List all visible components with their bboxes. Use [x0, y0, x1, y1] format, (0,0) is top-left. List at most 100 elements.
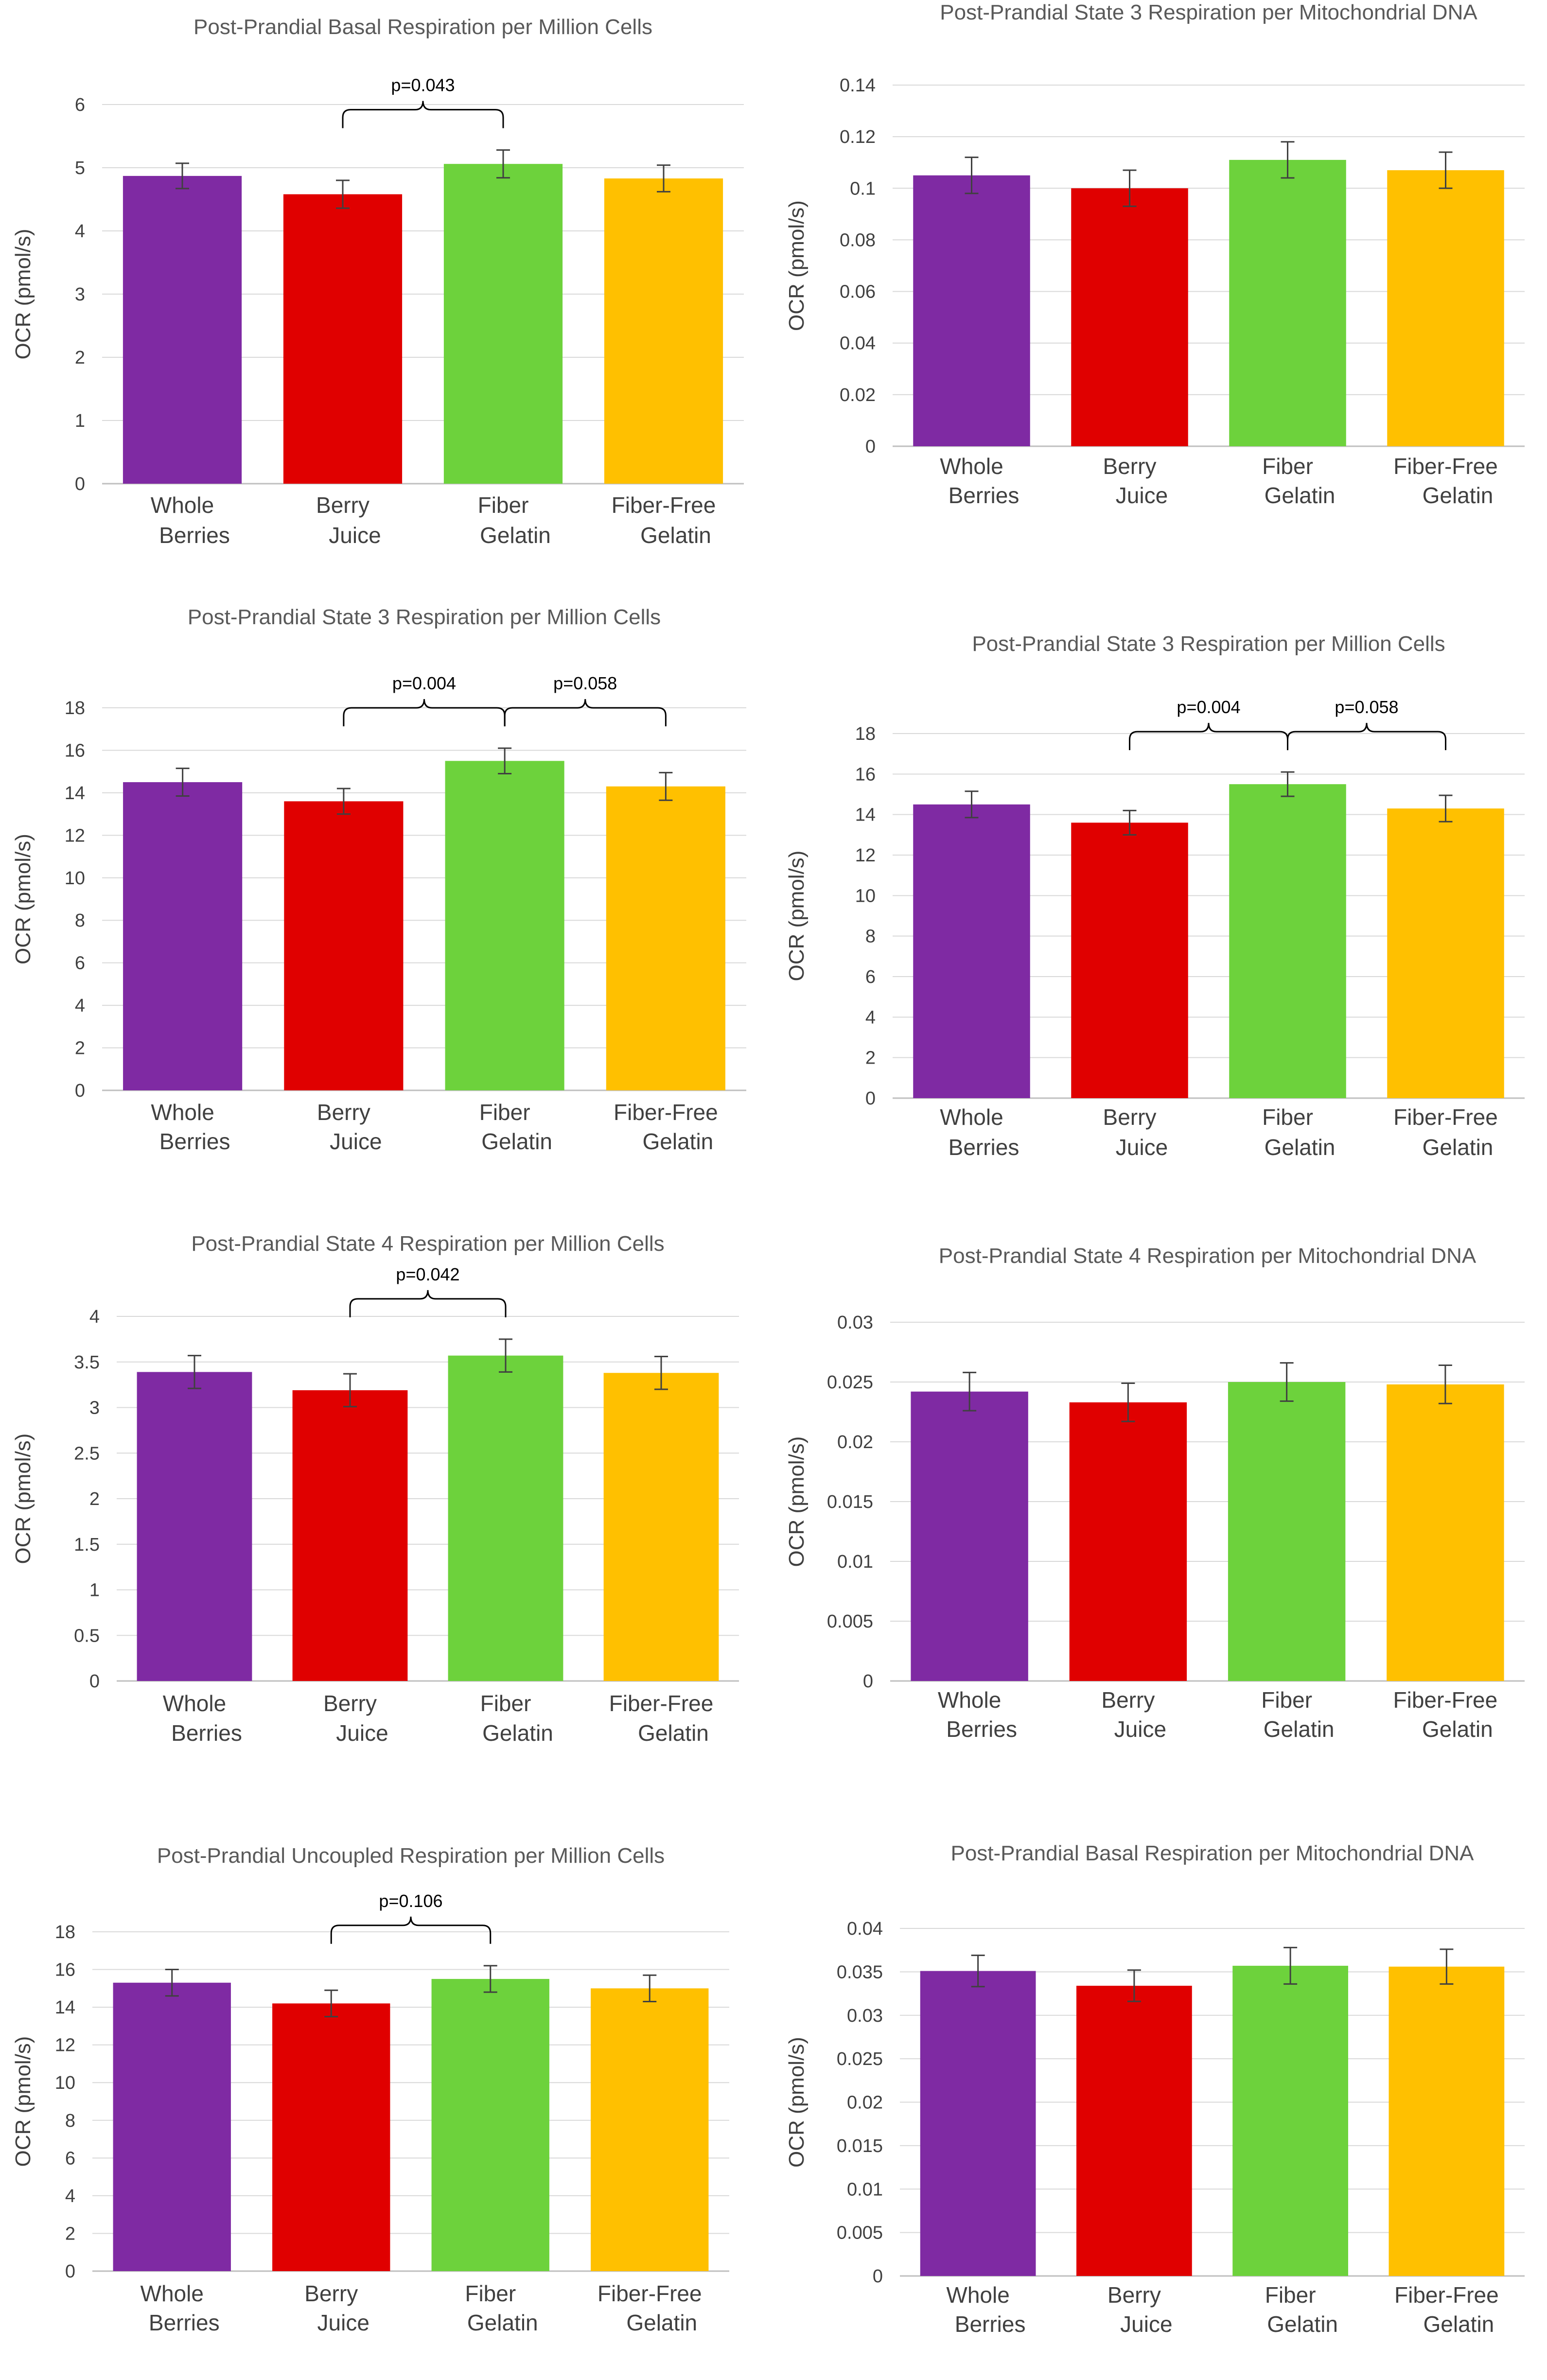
chart-svg: Post-Prandial Basal Respiration per Mito… — [785, 1841, 1525, 2337]
bar-fiber-free-gelatin — [603, 1373, 719, 1681]
y-tick-label: 16 — [855, 764, 876, 785]
y-tick-label: 0.01 — [847, 2179, 883, 2200]
chart-svg: Post-Prandial State 4 Respiration per Mi… — [785, 1244, 1525, 1742]
bar-berry-juice — [292, 1390, 408, 1681]
y-tick-label: 2 — [89, 1489, 100, 1509]
significance-bracket — [1287, 723, 1446, 751]
y-tick-label: 6 — [75, 95, 85, 115]
y-tick-label: 14 — [855, 805, 876, 825]
chart-svg: Post-Prandial State 3 Respiration per Mi… — [785, 0, 1525, 508]
category-label: Gelatin — [1423, 1135, 1494, 1160]
category-label: Gelatin — [643, 1129, 714, 1154]
y-axis-label: OCR (pmol/s) — [11, 1434, 35, 1564]
chart-state4-per-million-cells: Post-Prandial State 4 Respiration per Mi… — [0, 1190, 774, 1785]
y-tick-label: 0.12 — [840, 127, 876, 147]
y-tick-label: 0 — [873, 2266, 883, 2287]
y-tick-label: 0.035 — [837, 1962, 883, 1982]
y-tick-label: 0.015 — [827, 1492, 873, 1512]
chart-title: Post-Prandial State 3 Respiration per Mi… — [940, 0, 1477, 24]
y-tick-label: 4 — [65, 2186, 75, 2206]
y-tick-label: 2 — [65, 2223, 75, 2244]
bar-fiber-free-gelatin — [591, 1988, 709, 2271]
y-tick-label: 0.01 — [837, 1552, 873, 1572]
chart-svg: Post-Prandial State 3 Respiration per Mi… — [785, 632, 1525, 1160]
bar-whole-berries — [920, 1971, 1036, 2276]
y-tick-label: 10 — [65, 868, 85, 889]
y-tick-label: 14 — [55, 1997, 75, 2018]
bar-whole-berries — [123, 782, 243, 1090]
category-label: Juice — [329, 523, 381, 548]
bar-fiber-free-gelatin — [1387, 1384, 1504, 1681]
category-label: Berries — [149, 2310, 220, 2335]
y-tick-label: 18 — [65, 698, 85, 718]
category-label: Juice — [1116, 1135, 1168, 1160]
y-tick-label: 2 — [75, 348, 85, 368]
y-tick-label: 14 — [65, 783, 85, 804]
category-label: Gelatin — [1422, 1716, 1493, 1742]
bar-berry-juice — [272, 2003, 390, 2271]
bar-fiber-gelatin — [1229, 159, 1346, 447]
category-label: Fiber-Free — [1393, 1104, 1498, 1130]
y-tick-label: 3 — [89, 1398, 100, 1418]
category-label: Gelatin — [638, 1720, 709, 1746]
y-tick-label: 0.005 — [827, 1611, 873, 1632]
p-value-label: p=0.004 — [392, 673, 456, 693]
category-label: Gelatin — [640, 523, 711, 548]
category-label: Berry — [316, 492, 369, 518]
y-tick-label: 4 — [75, 996, 85, 1016]
y-tick-label: 6 — [65, 2148, 75, 2169]
bar-whole-berries — [113, 1982, 231, 2271]
y-tick-label: 1.5 — [74, 1535, 100, 1555]
category-label: Fiber — [1261, 1687, 1312, 1713]
category-label: Berries — [955, 2311, 1026, 2337]
y-tick-label: 0.025 — [827, 1372, 873, 1393]
category-label: Whole — [151, 492, 214, 518]
category-label: Berry — [1101, 1687, 1155, 1713]
y-tick-label: 5 — [75, 158, 85, 178]
bar-whole-berries — [911, 1391, 1028, 1681]
y-tick-label: 1 — [89, 1580, 100, 1601]
category-label: Gelatin — [480, 523, 551, 548]
chart-state3-per-million-cells-right: Post-Prandial State 3 Respiration per Mi… — [774, 595, 1547, 1190]
y-tick-label: 12 — [65, 825, 85, 846]
category-label: Whole — [141, 2281, 204, 2306]
category-label: Berries — [159, 523, 230, 548]
y-tick-label: 2.5 — [74, 1443, 100, 1464]
chart-basal-per-mtdna: Post-Prandial Basal Respiration per Mito… — [774, 1785, 1547, 2380]
p-value-label: p=0.106 — [379, 1891, 442, 1911]
y-axis-label: OCR (pmol/s) — [11, 229, 35, 360]
category-label: Gelatin — [1423, 483, 1494, 508]
category-label: Fiber-Free — [609, 1691, 714, 1716]
category-label: Gelatin — [481, 1129, 552, 1154]
y-tick-label: 16 — [65, 740, 85, 761]
chart-title: Post-Prandial State 4 Respiration per Mi… — [191, 1232, 664, 1256]
y-tick-label: 1 — [75, 411, 85, 431]
category-label: Berries — [949, 483, 1020, 508]
bar-berry-juice — [1076, 1985, 1192, 2276]
bar-fiber-free-gelatin — [606, 786, 725, 1090]
p-value-label: p=0.004 — [1177, 697, 1240, 717]
y-tick-label: 0.03 — [837, 1312, 873, 1333]
category-label: Berries — [159, 1129, 230, 1154]
category-label: Fiber — [479, 1100, 530, 1125]
bar-berry-juice — [1071, 188, 1188, 446]
bar-fiber-gelatin — [448, 1355, 563, 1681]
category-label: Fiber-Free — [1393, 1687, 1498, 1713]
y-axis-label: OCR (pmol/s) — [11, 834, 35, 964]
significance-bracket — [343, 699, 506, 727]
category-label: Berries — [171, 1720, 242, 1746]
chart-state3-per-mtdna: Post-Prandial State 3 Respiration per Mi… — [774, 0, 1547, 595]
y-axis-label: OCR (pmol/s) — [785, 2037, 809, 2168]
y-tick-label: 16 — [55, 1960, 75, 1980]
y-axis-label: OCR (pmol/s) — [785, 1436, 809, 1567]
category-label: Gelatin — [626, 2310, 697, 2335]
bar-fiber-gelatin — [1229, 784, 1346, 1098]
category-label: Fiber — [465, 2281, 516, 2306]
chart-svg: Post-Prandial State 3 Respiration per Mi… — [11, 605, 746, 1154]
y-tick-label: 6 — [865, 967, 876, 987]
category-label: Gelatin — [1265, 1135, 1336, 1160]
chart-state4-per-mtdna: Post-Prandial State 4 Respiration per Mi… — [774, 1190, 1547, 1785]
chart-title: Post-Prandial State 3 Respiration per Mi… — [972, 632, 1445, 656]
bar-fiber-free-gelatin — [1387, 170, 1504, 446]
p-value-label: p=0.042 — [396, 1264, 459, 1284]
